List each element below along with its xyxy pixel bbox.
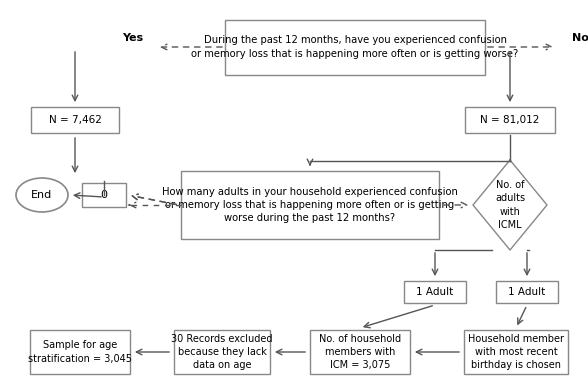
Text: During the past 12 months, have you experienced confusion
or memory loss that is: During the past 12 months, have you expe… <box>191 35 519 59</box>
Bar <box>181 171 439 239</box>
Bar <box>82 183 126 207</box>
Text: 0: 0 <box>101 190 108 200</box>
Text: 30 Records excluded
because they lack
data on age: 30 Records excluded because they lack da… <box>171 334 273 370</box>
Bar <box>464 330 568 374</box>
Bar <box>310 330 410 374</box>
Bar <box>174 330 270 374</box>
Text: No. of
adults
with
ICML: No. of adults with ICML <box>495 180 525 230</box>
Bar <box>225 20 485 75</box>
Text: Household member
with most recent
birthday is chosen: Household member with most recent birthd… <box>468 334 564 370</box>
Text: N = 81,012: N = 81,012 <box>480 115 540 125</box>
Bar <box>31 107 119 133</box>
Text: No. of household
members with
ICM = 3,075: No. of household members with ICM = 3,07… <box>319 334 401 370</box>
Text: How many adults in your household experienced confusion
or memory loss that is h: How many adults in your household experi… <box>162 187 458 223</box>
Bar <box>404 281 466 303</box>
Text: Yes: Yes <box>122 33 143 43</box>
Text: Sample for age
stratification = 3,045: Sample for age stratification = 3,045 <box>28 340 132 363</box>
Bar <box>30 330 130 374</box>
Bar <box>496 281 558 303</box>
Text: End: End <box>31 190 52 200</box>
Text: 1 Adult: 1 Adult <box>509 287 546 297</box>
Text: No: No <box>572 33 588 43</box>
Text: N = 7,462: N = 7,462 <box>49 115 102 125</box>
Bar <box>465 107 555 133</box>
Ellipse shape <box>16 178 68 212</box>
Polygon shape <box>473 160 547 250</box>
Text: 1 Adult: 1 Adult <box>416 287 453 297</box>
